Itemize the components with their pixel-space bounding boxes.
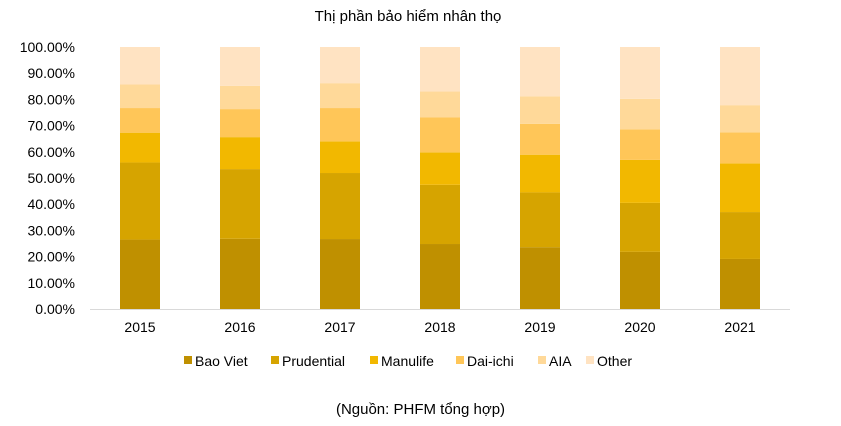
- bar-segment-aia-2019: [520, 96, 560, 124]
- legend-swatch: [456, 356, 464, 364]
- bar-segment-prudential-2017: [320, 173, 360, 240]
- y-axis: 0.00% 10.00% 20.00% 30.00% 40.00% 50.00% 60.00…: [20, 39, 75, 317]
- bar-segment-manulife-2021: [720, 163, 760, 213]
- legend-label: Manulife: [381, 353, 434, 369]
- legend-item: Manulife: [370, 353, 434, 369]
- bar-segment-manulife-2017: [320, 141, 360, 174]
- bar-segment-other-2019: [520, 47, 560, 97]
- y-tick-label: 20.00%: [28, 249, 75, 265]
- y-tick-label: 0.00%: [35, 301, 75, 317]
- x-axis: 2015 2016 2017 2018 2019 2020 2021: [124, 319, 755, 335]
- bar-segment-manulife-2019: [520, 154, 560, 193]
- bar-segment-prudential-2020: [620, 202, 660, 252]
- y-tick-label: 90.00%: [28, 65, 75, 81]
- legend: Bao Viet Prudential Manulife Dai-ichi AIA Oth…: [184, 353, 632, 369]
- bar-segment-prudential-2016: [220, 169, 260, 239]
- bars-group: [120, 47, 760, 309]
- bar-segment-bao-viet-2018: [420, 244, 460, 309]
- x-tick-label: 2017: [324, 319, 355, 335]
- y-tick-label: 40.00%: [28, 196, 75, 212]
- bar-segment-dai-ichi-2019: [520, 123, 560, 155]
- bar-segment-dai-ichi-2017: [320, 108, 360, 142]
- bar-segment-dai-ichi-2016: [220, 109, 260, 138]
- bar-segment-dai-ichi-2020: [620, 129, 660, 160]
- legend-swatch: [586, 356, 594, 364]
- bar-segment-bao-viet-2020: [620, 251, 660, 309]
- bar-segment-manulife-2018: [420, 152, 460, 185]
- x-tick-label: 2015: [124, 319, 155, 335]
- x-tick-label: 2020: [624, 319, 655, 335]
- bar-segment-bao-viet-2017: [320, 239, 360, 309]
- bar-segment-other-2015: [120, 47, 160, 85]
- legend-item: Bao Viet: [184, 353, 248, 369]
- bar-segment-other-2020: [620, 47, 660, 99]
- y-tick-label: 80.00%: [28, 91, 75, 107]
- bar-segment-manulife-2020: [620, 159, 660, 203]
- legend-item: AIA: [538, 353, 572, 369]
- legend-label: Dai-ichi: [467, 353, 514, 369]
- y-tick-label: 100.00%: [20, 39, 75, 55]
- y-tick-label: 70.00%: [28, 118, 75, 134]
- y-tick-label: 10.00%: [28, 275, 75, 291]
- legend-item: Prudential: [271, 353, 345, 369]
- bar-segment-aia-2021: [720, 105, 760, 133]
- legend-label: Prudential: [282, 353, 345, 369]
- bar-segment-bao-viet-2016: [220, 238, 260, 309]
- bar-segment-aia-2020: [620, 98, 660, 130]
- bar-segment-other-2016: [220, 47, 260, 86]
- bar-segment-dai-ichi-2018: [420, 117, 460, 153]
- legend-item: Other: [586, 353, 632, 369]
- x-tick-label: 2019: [524, 319, 555, 335]
- legend-swatch: [370, 356, 378, 364]
- bar-segment-bao-viet-2019: [520, 247, 560, 309]
- bar-segment-prudential-2019: [520, 192, 560, 248]
- y-tick-label: 60.00%: [28, 144, 75, 160]
- bar-segment-aia-2016: [220, 85, 260, 110]
- y-tick-label: 50.00%: [28, 170, 75, 186]
- bar-segment-prudential-2018: [420, 184, 460, 245]
- legend-label: Bao Viet: [195, 353, 248, 369]
- legend-label: AIA: [549, 353, 572, 369]
- bar-segment-prudential-2015: [120, 162, 160, 240]
- bar-segment-other-2017: [320, 47, 360, 84]
- bar-segment-other-2018: [420, 47, 460, 92]
- legend-swatch: [184, 356, 192, 364]
- bar-segment-manulife-2016: [220, 137, 260, 170]
- legend-swatch: [271, 356, 279, 364]
- legend-swatch: [538, 356, 546, 364]
- bar-segment-aia-2015: [120, 84, 160, 109]
- legend-item: Dai-ichi: [456, 353, 514, 369]
- legend-label: Other: [597, 353, 632, 369]
- x-tick-label: 2016: [224, 319, 255, 335]
- bar-segment-bao-viet-2015: [120, 239, 160, 309]
- y-tick-label: 30.00%: [28, 222, 75, 238]
- chart-title: Thị phần bảo hiểm nhân thọ: [315, 8, 502, 25]
- bar-segment-manulife-2015: [120, 132, 160, 163]
- bar-segment-aia-2018: [420, 91, 460, 118]
- bar-segment-aia-2017: [320, 83, 360, 109]
- bar-segment-other-2021: [720, 47, 760, 106]
- x-tick-label: 2018: [424, 319, 455, 335]
- bar-segment-dai-ichi-2015: [120, 108, 160, 133]
- bar-segment-dai-ichi-2021: [720, 132, 760, 164]
- bar-segment-bao-viet-2021: [720, 258, 760, 309]
- source-note: (Nguồn: PHFM tổng hợp): [335, 401, 506, 418]
- x-tick-label: 2021: [724, 319, 755, 335]
- bar-segment-prudential-2021: [720, 212, 760, 259]
